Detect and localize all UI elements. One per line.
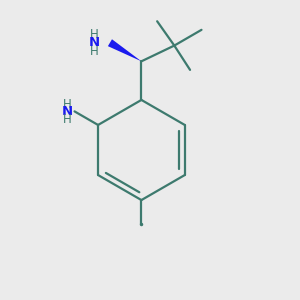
Text: H: H	[90, 28, 99, 41]
Text: N: N	[88, 36, 100, 49]
Text: H: H	[63, 112, 72, 126]
Text: H: H	[90, 45, 99, 58]
Text: H: H	[63, 98, 72, 111]
Polygon shape	[108, 39, 141, 61]
Text: N: N	[62, 105, 73, 118]
